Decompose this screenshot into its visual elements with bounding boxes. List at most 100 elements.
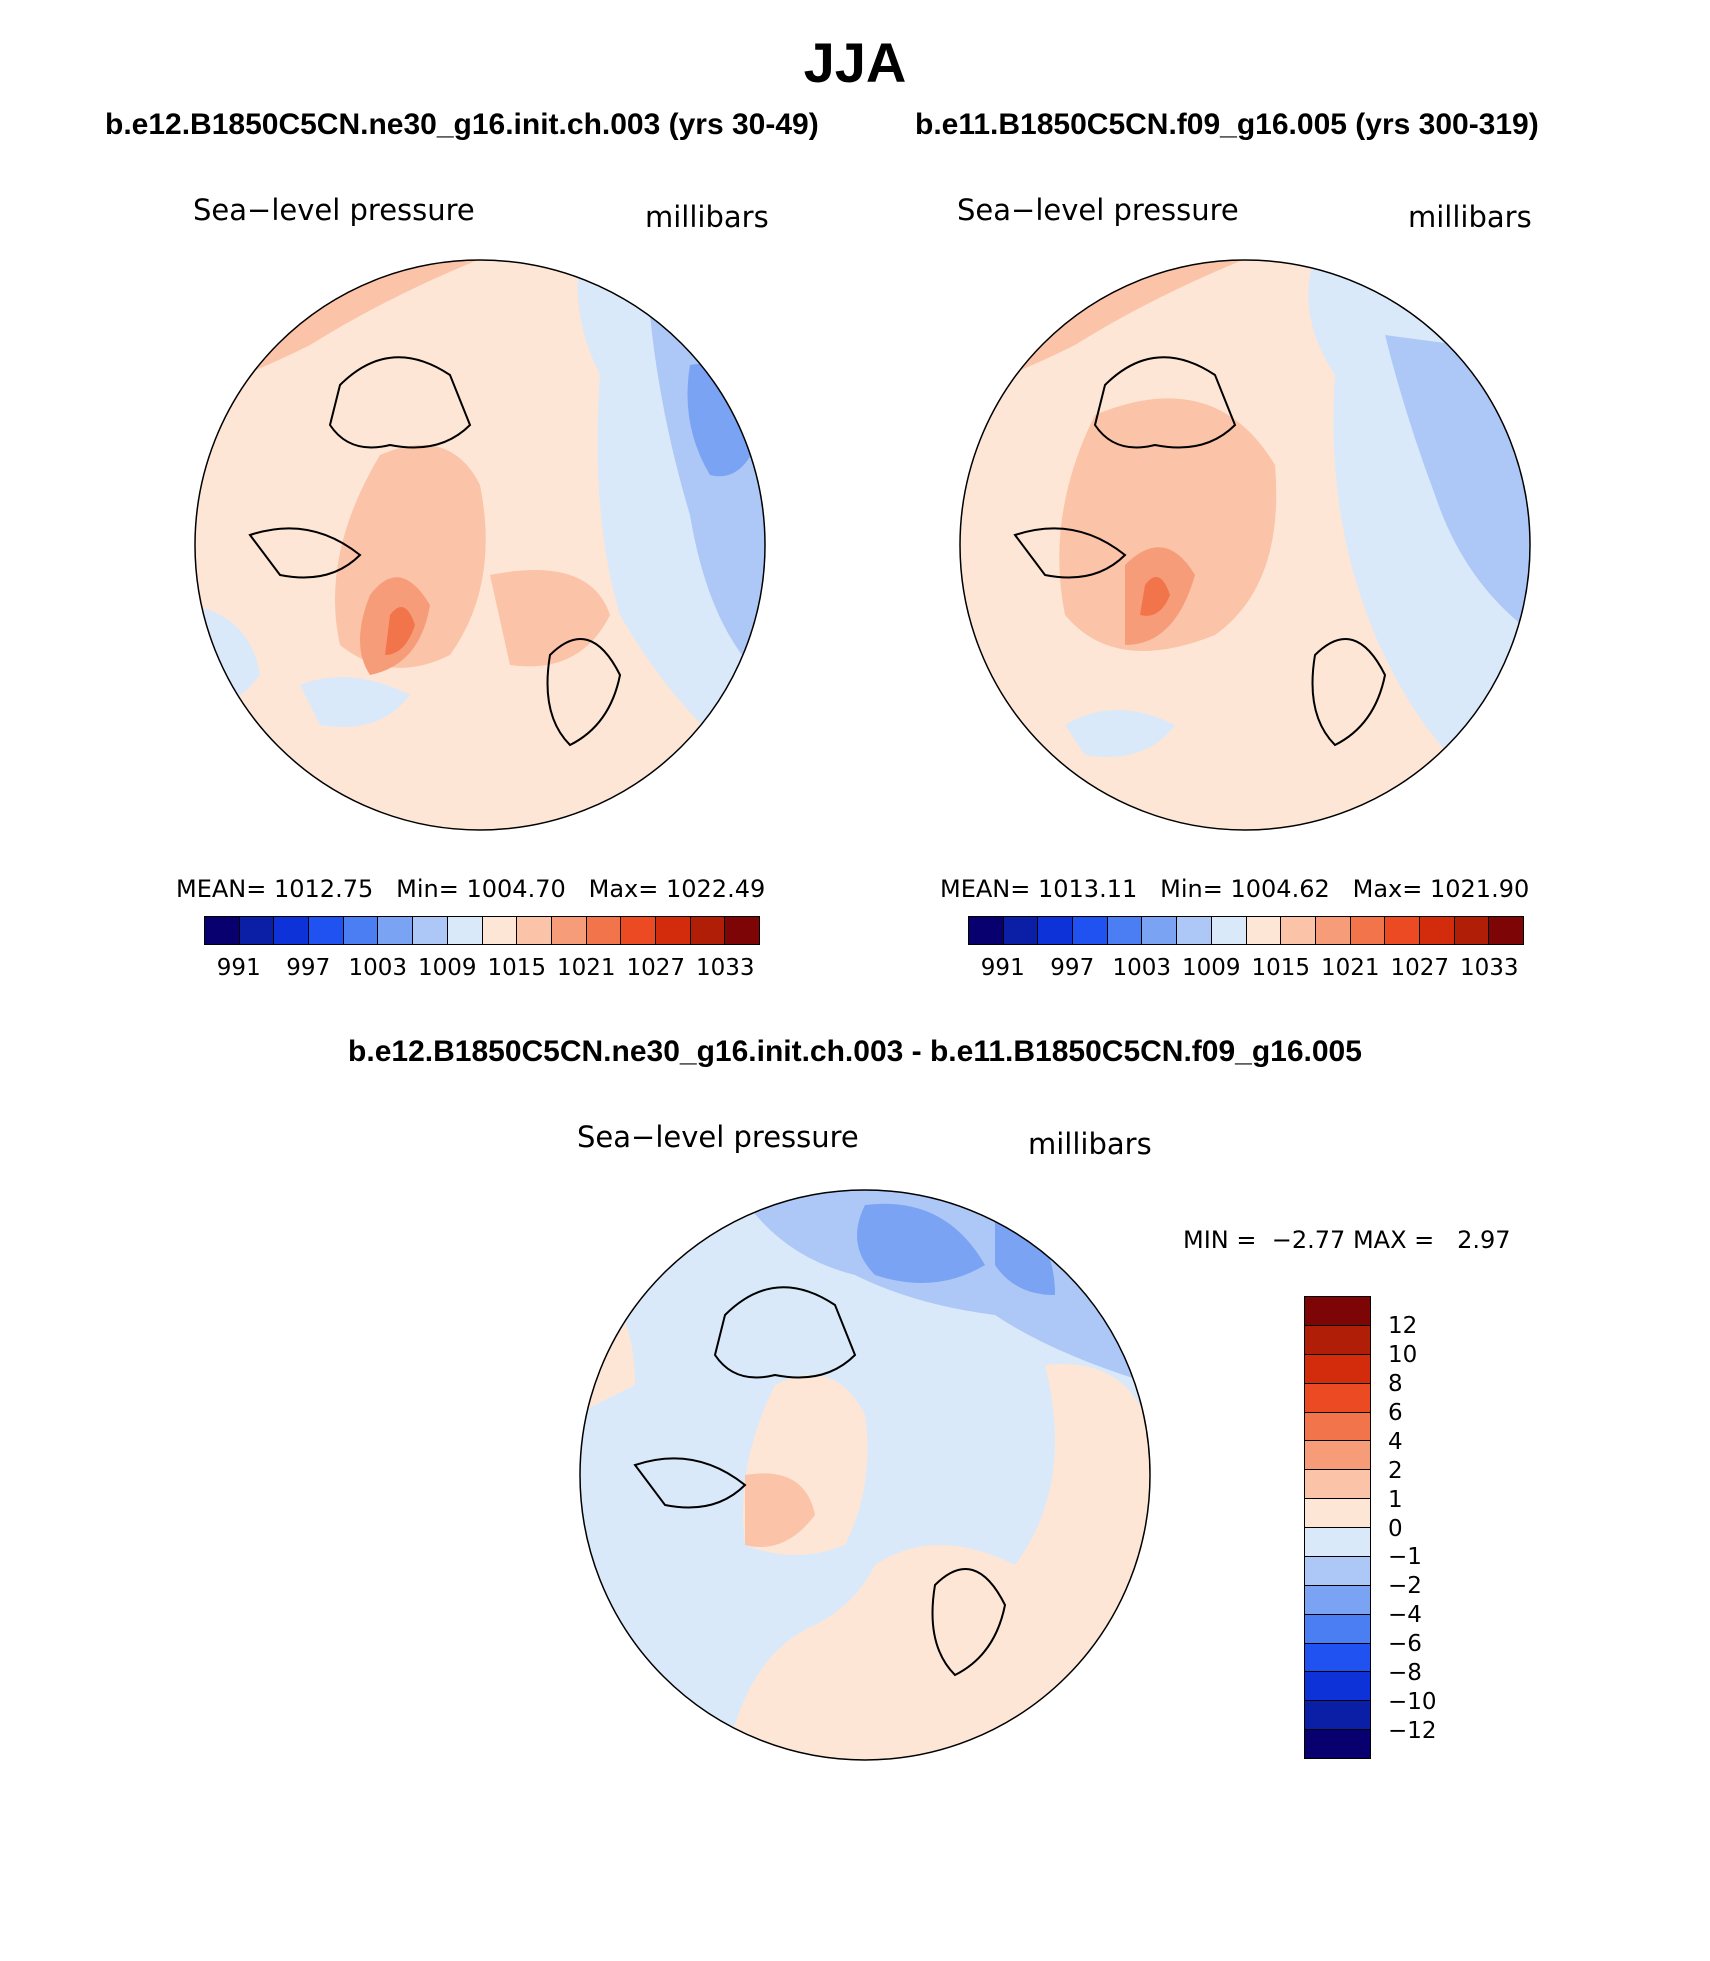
positive-anomaly-core — [745, 1473, 815, 1547]
panel-1-colorbar — [204, 916, 760, 945]
colorbar-tick-label: −8 — [1388, 1660, 1422, 1687]
colorbar-tick-label: 4 — [1388, 1428, 1403, 1455]
diff-min-value: −2.77 — [1271, 1226, 1346, 1254]
mean-value: 1013.11 — [1038, 875, 1138, 903]
colorbar-swatch — [1350, 917, 1386, 944]
colorbar-swatch — [447, 917, 483, 944]
panel-1-colorbar-ticks: 991 997 1003 1009 1015 1021 1027 1033 — [204, 955, 760, 985]
colorbar-swatch — [969, 917, 1004, 944]
high-pressure-peak — [960, 260, 1095, 325]
colorbar-swatch — [1211, 917, 1247, 944]
min-value: 1004.70 — [466, 875, 566, 903]
panel-1-case-title: b.e12.B1850C5CN.ne30_g16.init.ch.003 (yr… — [105, 108, 819, 141]
colorbar-tick-label: 1033 — [695, 955, 755, 981]
map-border — [959, 259, 1531, 831]
panel-2-units-label: millibars — [1408, 200, 1532, 234]
colorbar-swatch — [1003, 917, 1039, 944]
colorbar-swatch — [378, 917, 414, 944]
colorbar-swatch — [205, 917, 240, 944]
diff-colorbar — [1304, 1296, 1371, 1759]
colorbar-swatch — [621, 917, 656, 944]
colorbar-swatch — [239, 917, 275, 944]
colorbar-swatch — [274, 917, 310, 944]
difference-title: b.e12.B1850C5CN.ne30_g16.init.ch.003 - b… — [348, 1035, 1362, 1068]
colorbar-swatch — [1107, 917, 1143, 944]
atlantic-low — [1065, 710, 1175, 757]
colorbar-tick-label: −12 — [1388, 1718, 1437, 1745]
colorbar-tick-label: 1009 — [1181, 955, 1241, 981]
max-label: Max= — [1352, 875, 1423, 903]
colorbar-swatch — [690, 917, 726, 944]
max-label: Max= — [588, 875, 659, 903]
panel-2-polar-map — [959, 259, 1531, 831]
diff-colorbar-ticks: 12 10 8 6 4 2 1 0 −1 −2 −4 −6 −8 −10 −12 — [1388, 1296, 1448, 1759]
colorbar-tick-label: 1027 — [626, 955, 686, 981]
colorbar-tick-label: −10 — [1388, 1689, 1437, 1716]
max-value: 1021.90 — [1430, 875, 1530, 903]
mean-label: MEAN= — [940, 875, 1031, 903]
colorbar-swatch — [1315, 917, 1351, 944]
colorbar-swatch — [517, 917, 552, 944]
colorbar-tick-label: 1033 — [1459, 955, 1519, 981]
colorbar-tick-label: 1015 — [1251, 955, 1311, 981]
colorbar-tick-label: 1003 — [1112, 955, 1172, 981]
colorbar-swatch — [1305, 1614, 1370, 1644]
negative-anomaly-core-1 — [857, 1203, 985, 1283]
colorbar-tick-label: 8 — [1388, 1370, 1403, 1397]
colorbar-swatch — [1305, 1383, 1370, 1413]
colorbar-swatch — [1305, 1354, 1370, 1384]
diff-minmax: MIN = −2.77 MAX = 2.97 — [1183, 1226, 1511, 1254]
coastlines — [633, 1286, 1007, 1677]
colorbar-swatch — [1305, 1701, 1370, 1731]
colorbar-tick-label: 1 — [1388, 1486, 1403, 1513]
panel-2-variable-label: Sea−level pressure — [957, 193, 1239, 227]
map-border — [579, 1189, 1151, 1761]
colorbar-swatch — [1305, 1643, 1370, 1673]
min-label: Min= — [396, 875, 459, 903]
coastlines — [1013, 356, 1387, 747]
positive-anomaly-southeast — [725, 1364, 1150, 1760]
diff-units-label: millibars — [1028, 1127, 1152, 1161]
panel-2-case-title: b.e11.B1850C5CN.f09_g16.005 (yrs 300-319… — [915, 108, 1539, 141]
colorbar-swatch — [725, 917, 759, 944]
colorbar-tick-label: 991 — [216, 955, 261, 981]
colorbar-swatch — [1305, 1672, 1370, 1702]
min-value: 1004.62 — [1230, 875, 1330, 903]
colorbar-tick-label: 1003 — [348, 955, 408, 981]
colorbar-swatch — [1305, 1441, 1370, 1471]
colorbar-swatch — [1305, 1528, 1370, 1557]
colorbar-swatch — [1305, 1730, 1370, 1758]
colorbar-tick-label: 1021 — [556, 955, 616, 981]
colorbar-tick-label: −6 — [1388, 1631, 1422, 1658]
colorbar-tick-label: 1027 — [1390, 955, 1450, 981]
atlantic-low — [300, 677, 410, 727]
colorbar-tick-label: 2 — [1388, 1457, 1403, 1484]
panel-1-variable-label: Sea−level pressure — [193, 193, 475, 227]
greenland-high-peak — [1140, 577, 1170, 616]
colorbar-tick-label: 10 — [1388, 1341, 1418, 1368]
colorbar-tick-label: 0 — [1388, 1515, 1403, 1542]
panel-1-polar-map — [194, 259, 766, 831]
colorbar-swatch — [413, 917, 448, 944]
colorbar-swatch — [1177, 917, 1212, 944]
colorbar-swatch — [1038, 917, 1074, 944]
colorbar-tick-label: 12 — [1388, 1312, 1418, 1339]
panel-1-stats: MEAN= 1012.75 Min= 1004.70 Max= 1022.49 — [176, 875, 765, 903]
colorbar-swatch — [309, 917, 344, 944]
colorbar-tick-label: 991 — [980, 955, 1025, 981]
arctic-high — [1059, 398, 1277, 651]
panel-2-colorbar-ticks: 991 997 1003 1009 1015 1021 1027 1033 — [968, 955, 1524, 985]
arctic-high-lobe — [490, 570, 610, 667]
panel-2-stats: MEAN= 1013.11 Min= 1004.62 Max= 1021.90 — [940, 875, 1529, 903]
colorbar-swatch — [1305, 1499, 1370, 1528]
colorbar-swatch — [1305, 1556, 1370, 1586]
map-border — [194, 259, 766, 831]
colorbar-tick-label: −1 — [1388, 1544, 1422, 1571]
colorbar-swatch — [482, 917, 518, 944]
colorbar-swatch — [1454, 917, 1490, 944]
colorbar-tick-label: 997 — [1050, 955, 1095, 981]
colorbar-swatch — [586, 917, 622, 944]
panel-1-units-label: millibars — [645, 200, 769, 234]
coastlines — [248, 356, 622, 747]
colorbar-tick-label: 6 — [1388, 1399, 1403, 1426]
